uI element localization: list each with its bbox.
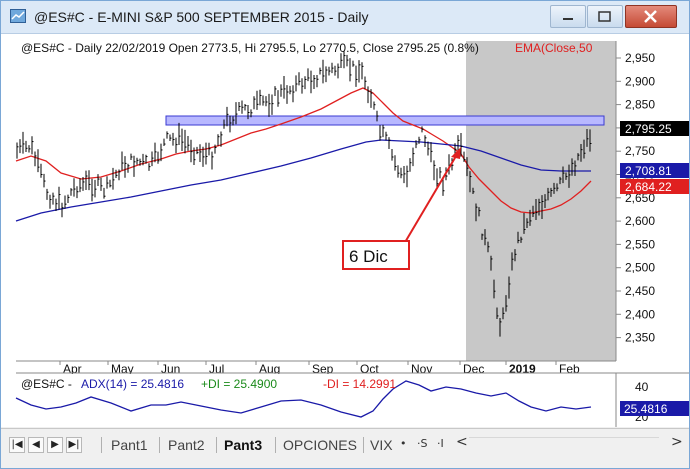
- title-bar[interactable]: @ES#C - E-MINI S&P 500 SEPTEMBER 2015 - …: [1, 1, 689, 34]
- maximize-button[interactable]: [587, 5, 623, 28]
- time-axis-label: Feb: [559, 362, 580, 376]
- blue-ma-tag: 2,708.81: [620, 163, 689, 178]
- pdi-legend: +DI = 25.4900: [201, 377, 277, 391]
- tab-vix[interactable]: VIX: [370, 437, 393, 453]
- time-axis-label: Jul: [209, 362, 224, 376]
- adx-line: [15, 380, 592, 418]
- close-icon: [644, 10, 657, 23]
- ema-50-line: [15, 87, 592, 214]
- tab-pant2[interactable]: Pant2: [168, 437, 205, 453]
- adx-plot-area[interactable]: [16, 374, 616, 427]
- svg-text:2,684.22: 2,684.22: [625, 180, 672, 194]
- price-bars: [16, 51, 592, 337]
- price-chart[interactable]: 6 Dic @ES#C - Daily 22/02/2019 Open 2773…: [1, 34, 689, 427]
- adx-header-symbol: @ES#C -: [21, 377, 72, 391]
- tab-separator: [275, 437, 276, 453]
- mdi-legend: -DI = 14.2991: [323, 377, 396, 391]
- adx-tick-40: 40: [635, 380, 649, 394]
- price-pane-header: @ES#C - Daily 22/02/2019 Open 2773.5, Hi…: [21, 41, 479, 55]
- price-tick-label: 2,650: [625, 191, 655, 205]
- prev-icon: ◀: [32, 439, 40, 450]
- time-axis-label: Oct: [360, 362, 379, 376]
- first-sheet-button[interactable]: |◀: [9, 437, 25, 453]
- ema-legend: EMA(Close,50: [515, 41, 593, 55]
- price-tick-label: 2,750: [625, 144, 655, 158]
- time-axis[interactable]: Apr May Jun Jul Aug Sep Oct Nov Dec 2019 Feb: [59, 361, 580, 376]
- tab-ctl-i[interactable]: ·I: [437, 437, 444, 450]
- adx-value-tag: 25.4816: [620, 401, 689, 416]
- ema-tag: 2,684.22: [620, 179, 689, 194]
- annotation-arrow: [403, 150, 460, 245]
- tab-pant3[interactable]: Pant3: [224, 437, 263, 453]
- price-tick-label: 2,350: [625, 331, 655, 345]
- price-tick-label: 2,900: [625, 74, 655, 88]
- price-tick-label: 2,450: [625, 284, 655, 298]
- sheet-tab-bar: |◀ ◀ ▶ ▶| Pant1 Pant2 Pant3 OPCIONES VIX…: [1, 428, 689, 459]
- last-icon: ▶|: [68, 439, 80, 450]
- time-axis-label: 2019: [509, 362, 536, 376]
- prev-sheet-button[interactable]: ◀: [28, 437, 44, 453]
- arrow-head-icon: [451, 147, 461, 159]
- tab-ctl-s[interactable]: ·S: [417, 437, 428, 450]
- tab-opciones[interactable]: OPCIONES: [283, 437, 357, 453]
- tab-separator: [101, 437, 102, 453]
- time-axis-label: Nov: [411, 362, 432, 376]
- tab-separator: [159, 437, 160, 453]
- svg-text:2,708.81: 2,708.81: [625, 164, 672, 178]
- close-button[interactable]: [625, 5, 677, 28]
- maximize-icon: [598, 11, 611, 22]
- moving-average-blue-line: [15, 139, 591, 222]
- time-axis-label: Aug: [259, 362, 280, 376]
- next-sheet-button[interactable]: ▶: [47, 437, 63, 453]
- scroll-left-button[interactable]: <: [456, 434, 468, 450]
- window-title: @ES#C - E-MINI S&P 500 SEPTEMBER 2015 - …: [34, 9, 369, 25]
- next-icon: ▶: [51, 439, 59, 450]
- price-tick-label: 2,500: [625, 261, 655, 275]
- time-axis-label: May: [111, 362, 134, 376]
- chart-app-icon: [10, 9, 26, 23]
- horizontal-scrollbar[interactable]: [469, 437, 659, 452]
- time-axis-label: Dec: [463, 362, 484, 376]
- minimize-icon: [563, 18, 573, 20]
- annotation-label: 6 Dic: [349, 247, 388, 266]
- time-axis-label: Sep: [312, 362, 334, 376]
- time-axis-label: Jun: [161, 362, 180, 376]
- tab-separator: [363, 437, 364, 453]
- price-tick-label: 2,550: [625, 237, 655, 251]
- price-tick-label: 2,950: [625, 51, 655, 65]
- svg-text:25.4816: 25.4816: [624, 402, 668, 416]
- chart-area[interactable]: 6 Dic @ES#C - Daily 22/02/2019 Open 2773…: [1, 34, 689, 427]
- last-price-tag: 2,795.25: [620, 121, 689, 136]
- shaded-region: [466, 41, 616, 361]
- tab-separator: [216, 437, 217, 453]
- first-icon: |◀: [11, 439, 23, 450]
- time-axis-label: Apr: [63, 362, 82, 376]
- minimize-button[interactable]: [550, 5, 586, 28]
- adx-legend: ADX(14) = 25.4816: [81, 377, 184, 391]
- last-sheet-button[interactable]: ▶|: [66, 437, 82, 453]
- scroll-right-button[interactable]: >: [671, 434, 683, 450]
- price-axis[interactable]: 2,9502,9002,8502,8002,7502,7002,6502,600…: [616, 51, 655, 345]
- price-tick-label: 2,400: [625, 307, 655, 321]
- price-tick-label: 2,850: [625, 98, 655, 112]
- tab-menu-dot[interactable]: •: [400, 437, 407, 450]
- svg-text:2,795.25: 2,795.25: [625, 122, 672, 136]
- tab-pant1[interactable]: Pant1: [111, 437, 148, 453]
- annotation-box[interactable]: [342, 240, 410, 270]
- price-tick-label: 2,600: [625, 214, 655, 228]
- resistance-band[interactable]: [165, 115, 605, 126]
